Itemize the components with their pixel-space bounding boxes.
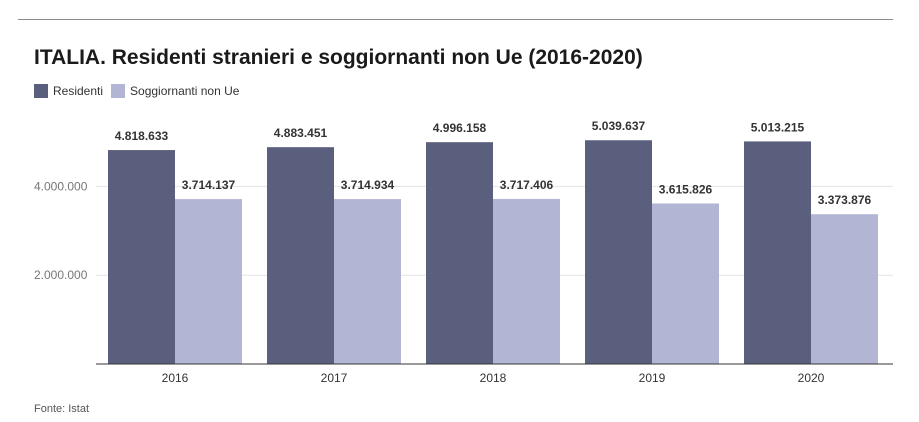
bar-soggiornanti-2019 xyxy=(652,203,719,364)
bar-residenti-2019 xyxy=(585,140,652,364)
data-label-soggiornanti-2017: 3.714.934 xyxy=(341,178,395,192)
bar-soggiornanti-2017 xyxy=(334,199,401,364)
data-label-residenti-2016: 4.818.633 xyxy=(115,129,169,143)
chart-title: ITALIA. Residenti stranieri e soggiornan… xyxy=(34,46,643,69)
data-label-residenti-2018: 4.996.158 xyxy=(433,121,487,135)
x-tick-label-2017: 2017 xyxy=(321,371,348,385)
y-tick-label-0: 2.000.000 xyxy=(34,268,88,282)
x-tick-label-2018: 2018 xyxy=(480,371,507,385)
top-rule xyxy=(18,19,893,20)
data-label-soggiornanti-2016: 3.714.137 xyxy=(182,178,236,192)
bar-residenti-2017 xyxy=(267,147,334,364)
data-label-soggiornanti-2020: 3.373.876 xyxy=(818,193,872,207)
data-label-residenti-2017: 4.883.451 xyxy=(274,126,328,140)
bar-residenti-2018 xyxy=(426,142,493,364)
y-tick-label-1: 4.000.000 xyxy=(34,179,88,193)
data-label-residenti-2019: 5.039.637 xyxy=(592,119,646,133)
legend-item-soggiornanti: Soggiornanti non Ue xyxy=(111,84,239,98)
bar-soggiornanti-2020 xyxy=(811,214,878,364)
legend-swatch-soggiornanti xyxy=(111,84,126,98)
legend: Residenti Soggiornanti non Ue xyxy=(34,84,247,98)
x-tick-label-2020: 2020 xyxy=(798,371,825,385)
data-label-soggiornanti-2018: 3.717.406 xyxy=(500,178,554,192)
legend-label-residenti: Residenti xyxy=(53,84,104,98)
data-label-soggiornanti-2019: 3.615.826 xyxy=(659,182,713,196)
legend-swatch-residenti xyxy=(34,84,48,98)
x-tick-label-2016: 2016 xyxy=(162,371,189,385)
legend-item-residenti: Residenti xyxy=(34,84,103,98)
x-tick-label-2019: 2019 xyxy=(639,371,666,385)
data-label-residenti-2020: 5.013.215 xyxy=(751,120,805,134)
bar-soggiornanti-2018 xyxy=(493,198,560,364)
bar-residenti-2016 xyxy=(108,150,175,364)
source-note: Fonte: Istat xyxy=(34,403,90,415)
bar-soggiornanti-2016 xyxy=(175,199,242,364)
bar-residenti-2020 xyxy=(744,141,811,364)
legend-label-soggiornanti: Soggiornanti non Ue xyxy=(130,84,240,98)
